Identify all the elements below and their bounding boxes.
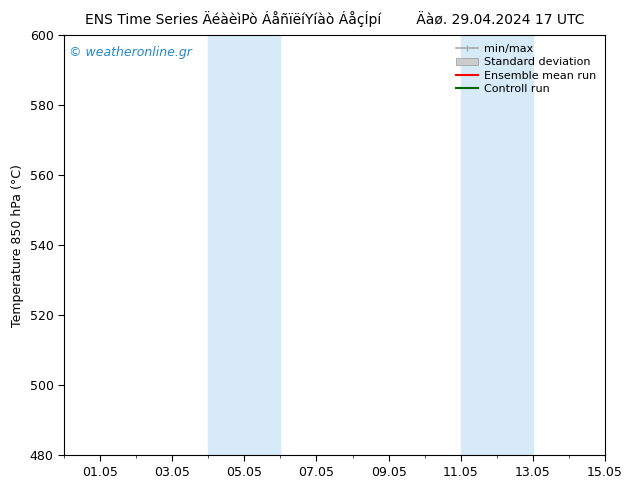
Bar: [244, 35, 280, 456]
Y-axis label: Temperature 850 hPa (°C): Temperature 850 hPa (°C): [11, 164, 24, 327]
Bar: [497, 35, 533, 456]
Bar: [461, 35, 497, 456]
Title: ENS Time Series ÄéàèìPò ÁåñïëíYíàò ÁåçÍpí        Äàø. 29.04.2024 17 UTC: ENS Time Series ÄéàèìPò ÁåñïëíYíàò ÁåçÍp…: [85, 11, 585, 27]
Bar: [209, 35, 244, 456]
Text: © weatheronline.gr: © weatheronline.gr: [70, 46, 192, 59]
Legend: min/max, Standard deviation, Ensemble mean run, Controll run: min/max, Standard deviation, Ensemble me…: [453, 41, 599, 98]
